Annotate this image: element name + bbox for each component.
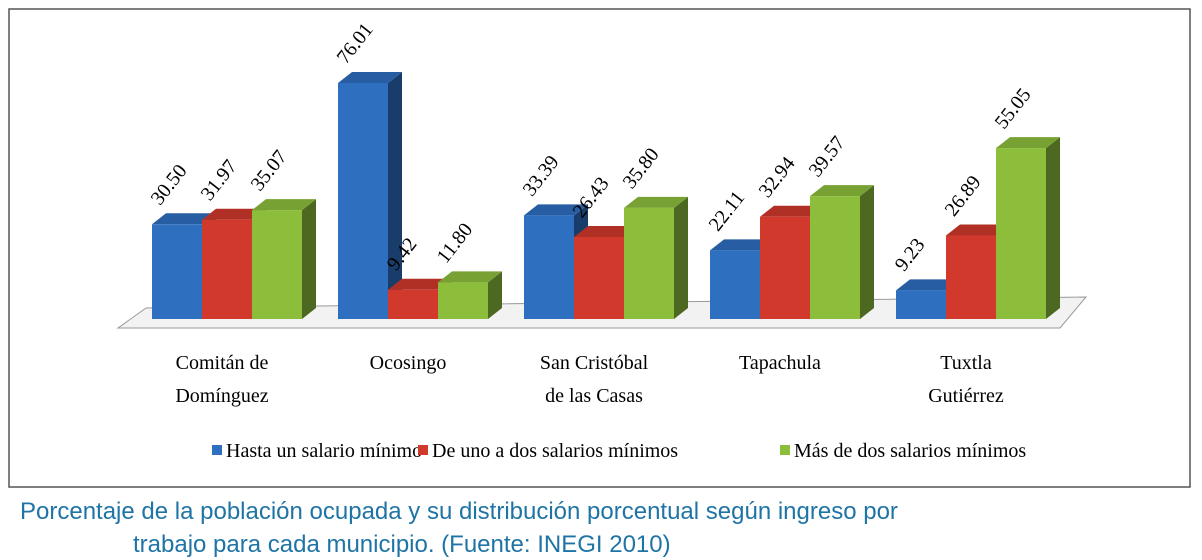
bar-top bbox=[810, 185, 874, 197]
x-tick-label: de las Casas bbox=[545, 385, 643, 407]
bar-front bbox=[710, 250, 760, 319]
bar-side bbox=[860, 185, 874, 319]
bar bbox=[996, 137, 1060, 319]
legend-label: De uno a dos salarios mínimos bbox=[432, 440, 678, 462]
bar-top bbox=[574, 225, 638, 237]
bar-side bbox=[674, 196, 688, 319]
bar-top bbox=[152, 213, 216, 225]
bar bbox=[152, 213, 216, 319]
bar-top bbox=[710, 239, 774, 251]
bar-front bbox=[524, 215, 574, 319]
bar-front bbox=[202, 219, 252, 319]
bar bbox=[252, 199, 316, 319]
bar-front bbox=[996, 148, 1046, 319]
bar-front bbox=[574, 236, 624, 319]
bar-top bbox=[896, 279, 960, 291]
bar-top bbox=[438, 271, 502, 283]
bar-front bbox=[338, 83, 388, 319]
caption-line: trabajo para cada municipio. (Fuente: IN… bbox=[133, 531, 671, 558]
legend-label: Más de dos salarios mínimos bbox=[794, 440, 1026, 462]
bar-side bbox=[488, 271, 502, 319]
x-tick-label: Tapachula bbox=[739, 352, 821, 374]
bar-front bbox=[624, 207, 674, 319]
x-tick-label: Ocosingo bbox=[370, 352, 447, 374]
x-tick-label: Domínguez bbox=[175, 385, 268, 407]
bar-front bbox=[946, 235, 996, 319]
bar-front bbox=[438, 282, 488, 319]
bar-front bbox=[252, 210, 302, 319]
bar-side bbox=[388, 72, 402, 319]
legend-swatch bbox=[780, 445, 790, 455]
bar-top bbox=[252, 199, 316, 211]
bar bbox=[810, 185, 874, 319]
bar-front bbox=[760, 216, 810, 319]
bar-top bbox=[624, 196, 688, 208]
legend-swatch bbox=[212, 445, 222, 455]
legend-swatch bbox=[418, 445, 428, 455]
bar-front bbox=[152, 224, 202, 319]
x-tick-label: Tuxtla bbox=[940, 352, 992, 374]
bar-top bbox=[338, 72, 402, 83]
bar-side bbox=[1046, 137, 1060, 319]
bar-front bbox=[896, 290, 946, 319]
bar bbox=[338, 72, 402, 319]
bar-top bbox=[202, 208, 266, 220]
bar-front bbox=[810, 196, 860, 319]
legend-label: Hasta un salario mínimo bbox=[226, 440, 422, 462]
bar-top bbox=[760, 205, 824, 217]
x-tick-label: San Cristóbal bbox=[540, 352, 649, 374]
caption-line: Porcentaje de la población ocupada y su … bbox=[20, 498, 898, 525]
x-tick-label: Gutiérrez bbox=[928, 385, 1004, 407]
bar bbox=[624, 196, 688, 319]
bar-front bbox=[388, 289, 438, 319]
bar bbox=[438, 271, 502, 319]
bar-top bbox=[524, 204, 588, 216]
bar-top bbox=[996, 137, 1060, 149]
x-tick-label: Comitán de bbox=[176, 352, 269, 374]
bar-top bbox=[388, 278, 452, 290]
bar-side bbox=[302, 199, 316, 319]
bar-top bbox=[946, 224, 1010, 236]
